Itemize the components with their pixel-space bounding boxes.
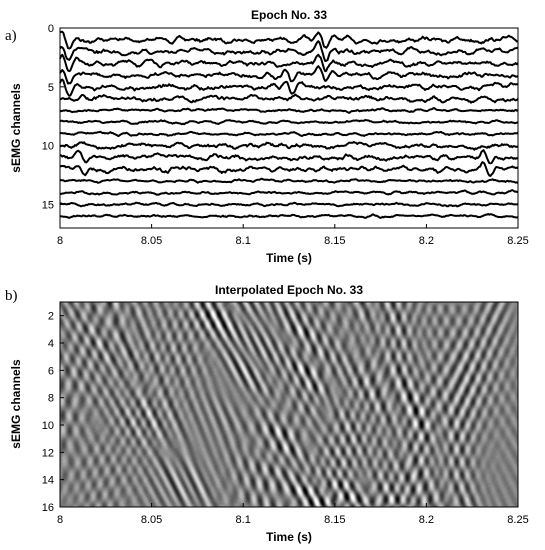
panel-a-x-axis-label: Time (s) xyxy=(266,251,312,265)
trace-channel-8 xyxy=(59,118,519,126)
panel-b-axes-box xyxy=(59,301,519,508)
trace-channel-6 xyxy=(59,93,519,104)
panel-b-y-tick-label: 2 xyxy=(48,311,54,323)
trace-channel-10 xyxy=(59,141,518,151)
panel-b-y-axis-label: sEMG channels xyxy=(9,359,23,449)
panel-b-x-tick-label: 8.15 xyxy=(324,514,345,526)
panel-a-y-ticks: 0 5 10 15 xyxy=(42,23,64,211)
panel-b-x-tick-label: 8 xyxy=(57,514,63,526)
trace-channel-16 xyxy=(60,213,519,219)
panel-b-y-tick-label: 10 xyxy=(42,420,54,432)
trace-channel-3 xyxy=(59,53,519,73)
panel-b-y-tick-label: 8 xyxy=(48,393,54,405)
trace-channel-4 xyxy=(59,65,519,85)
panel-b-y-tick-label: 14 xyxy=(42,475,54,487)
panel-b-y-ticks: 2 4 6 8 10 12 14 16 xyxy=(42,311,64,514)
trace-channel-14 xyxy=(59,189,519,196)
panel-b-heatmap xyxy=(60,302,518,507)
trace-channel-9 xyxy=(59,130,519,138)
panel-a-title: Epoch No. 33 xyxy=(251,8,327,22)
panel-b-title: Interpolated Epoch No. 33 xyxy=(215,283,363,297)
panel-b-x-tick-label: 8.25 xyxy=(507,514,528,526)
trace-channel-15 xyxy=(60,201,519,208)
panel-a-y-tick-label: 5 xyxy=(48,82,54,94)
panel-a-x-tick-label: 8.1 xyxy=(236,235,251,247)
panel-a-y-tick-label: 10 xyxy=(42,141,54,153)
panel-b-x-ticks: 8 8.05 8.1 8.15 8.2 8.25 xyxy=(57,503,529,526)
panel-b-heatmap-wrapper xyxy=(60,302,518,507)
panel-b-y-tick-label: 12 xyxy=(42,447,54,459)
panel-a-x-tick-label: 8.25 xyxy=(507,235,528,247)
panel-a-label: a) xyxy=(5,28,17,44)
trace-channel-12 xyxy=(59,161,519,177)
panel-a-y-axis-label: sEMG channels xyxy=(9,83,23,173)
panel-b-y-tick-label: 4 xyxy=(48,338,54,350)
panel-a: a) Epoch No. 33 8 8.05 8.1 8.15 8.2 8.25 0 5 10… xyxy=(5,8,529,265)
panel-b-label: b) xyxy=(5,288,18,304)
panel-b-y-tick-label: 16 xyxy=(42,502,54,514)
trace-channel-2 xyxy=(59,40,519,62)
panel-b-x-tick-label: 8.2 xyxy=(419,514,434,526)
panel-a-x-tick-label: 8.05 xyxy=(141,235,162,247)
panel-a-x-ticks: 8 8.05 8.1 8.15 8.2 8.25 xyxy=(57,224,529,247)
panel-a-x-tick-label: 8.15 xyxy=(324,235,345,247)
trace-channel-5 xyxy=(59,78,519,97)
panel-a-x-tick-label: 8 xyxy=(57,235,63,247)
panel-b-x-tick-label: 8.05 xyxy=(141,514,162,526)
panel-a-y-tick-label: 15 xyxy=(42,199,54,211)
panel-a-y-tick-label: 0 xyxy=(48,23,54,35)
panel-b-x-tick-label: 8.1 xyxy=(236,514,251,526)
panel-a-x-tick-label: 8.2 xyxy=(419,235,434,247)
panel-b: b) Interpolated Epoch No. 33 8 8.05 8.1 8.1… xyxy=(5,283,529,544)
panel-b-y-tick-label: 6 xyxy=(48,365,54,377)
trace-channel-7 xyxy=(59,107,519,114)
trace-channel-11 xyxy=(59,149,519,165)
trace-channel-1 xyxy=(59,30,518,50)
panel-b-x-axis-label: Time (s) xyxy=(266,530,312,544)
panel-a-axes-box xyxy=(59,27,519,229)
trace-channel-13 xyxy=(59,177,519,184)
panel-a-traces xyxy=(59,30,519,219)
